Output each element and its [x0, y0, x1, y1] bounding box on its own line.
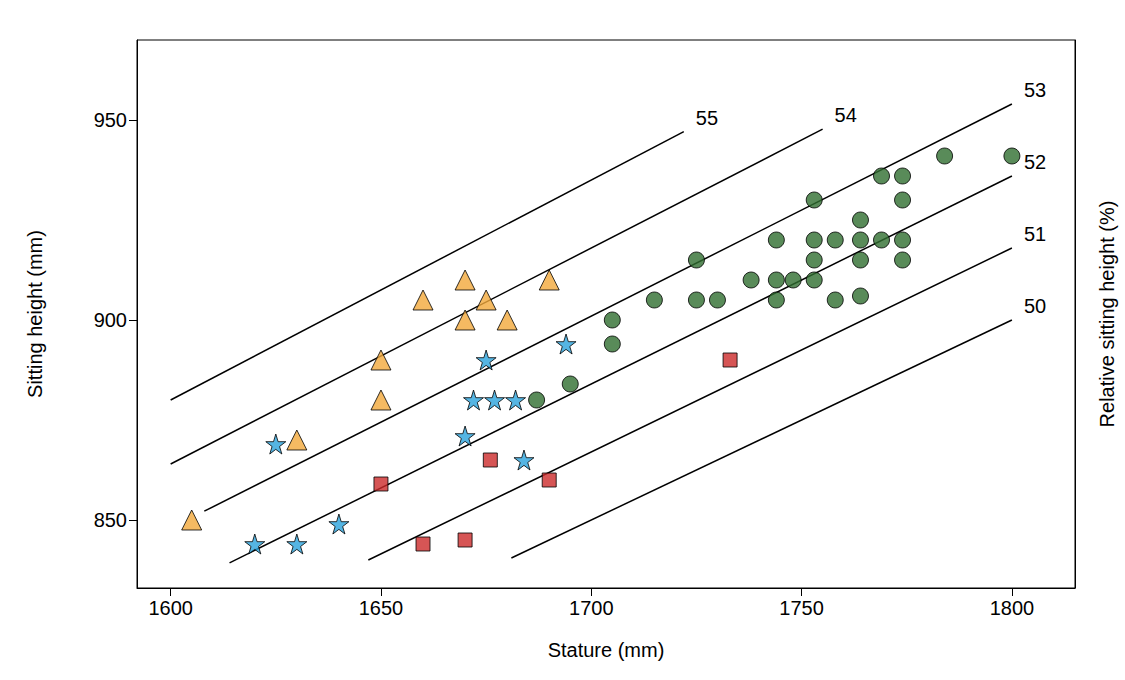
svg-text:Stature (mm): Stature (mm) — [548, 639, 665, 661]
svg-text:50: 50 — [1024, 295, 1046, 317]
svg-text:Sitting height (mm): Sitting height (mm) — [24, 230, 46, 398]
svg-text:1600: 1600 — [148, 597, 193, 619]
svg-text:1700: 1700 — [569, 597, 614, 619]
svg-text:850: 850 — [94, 509, 127, 531]
svg-text:900: 900 — [94, 309, 127, 331]
svg-text:52: 52 — [1024, 151, 1046, 173]
svg-text:1800: 1800 — [990, 597, 1034, 619]
svg-text:Relative sitting height (%): Relative sitting height (%) — [1096, 201, 1118, 428]
svg-text:55: 55 — [696, 107, 718, 129]
svg-text:1750: 1750 — [779, 597, 824, 619]
svg-text:53: 53 — [1024, 79, 1046, 101]
svg-text:1650: 1650 — [359, 597, 404, 619]
svg-text:54: 54 — [835, 104, 857, 126]
svg-text:950: 950 — [94, 109, 127, 131]
svg-text:51: 51 — [1024, 223, 1046, 245]
